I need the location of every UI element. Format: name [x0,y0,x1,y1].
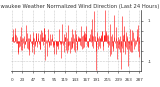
Title: Milwaukee Weather Normalized Wind Direction (Last 24 Hours): Milwaukee Weather Normalized Wind Direct… [0,4,159,9]
